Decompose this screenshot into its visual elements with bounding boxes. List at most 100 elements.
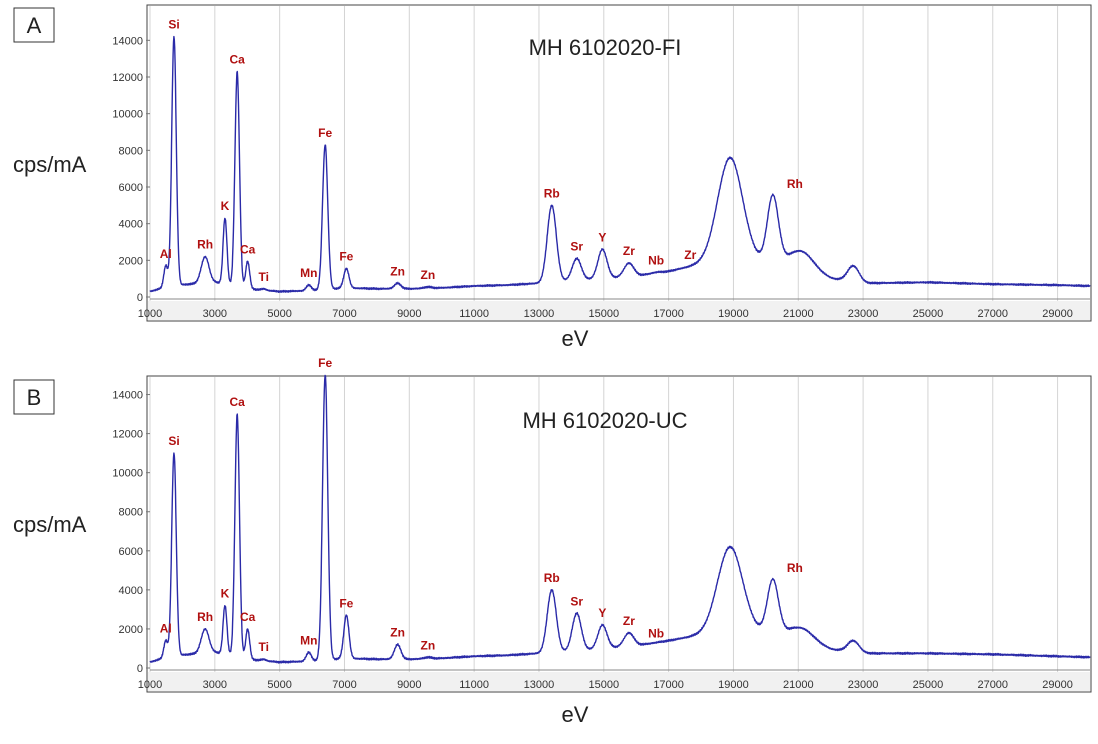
peak-label-si: Si — [168, 434, 179, 448]
y-tick-label: 12000 — [112, 429, 143, 441]
peak-label-ti: Ti — [259, 270, 269, 284]
peak-label-y: Y — [598, 230, 606, 244]
peak-label-fe: Fe — [339, 250, 353, 264]
peak-label-ca: Ca — [230, 395, 246, 409]
y-tick-label: 6000 — [119, 546, 143, 558]
plot-frame — [146, 4, 1092, 322]
x-axis-band — [148, 301, 1090, 320]
peak-label-al: Al — [160, 622, 172, 636]
peak-label-zr: Zr — [684, 248, 696, 262]
x-tick-label: 27000 — [977, 679, 1008, 691]
x-tick-label: 13000 — [524, 679, 555, 691]
peak-label-rh: Rh — [197, 610, 213, 624]
peak-label-zn: Zn — [390, 264, 405, 278]
panel-label: A — [27, 13, 42, 38]
y-tick-label: 6000 — [119, 182, 143, 194]
x-tick-label: 9000 — [397, 308, 421, 320]
x-tick-label: 1000 — [138, 679, 162, 691]
peak-label-ca: Ca — [240, 242, 256, 256]
y-tick-label: 2000 — [119, 255, 143, 267]
x-tick-label: 21000 — [783, 308, 814, 320]
peak-label-y: Y — [598, 606, 606, 620]
peak-label-fe: Fe — [339, 596, 353, 610]
plot-frame — [146, 375, 1092, 693]
peak-label-rb: Rb — [544, 186, 560, 200]
x-tick-label: 13000 — [524, 308, 555, 320]
x-tick-label: 3000 — [203, 308, 227, 320]
x-tick-label: 25000 — [913, 308, 944, 320]
x-tick-label: 17000 — [653, 308, 684, 320]
peak-label-zn: Zn — [390, 626, 405, 640]
peak-label-sr: Sr — [570, 594, 583, 608]
spectrum-line — [149, 35, 1091, 293]
y-axis-title: cps/mA — [13, 152, 87, 177]
peak-label-fe: Fe — [318, 126, 332, 140]
x-tick-label: 27000 — [977, 308, 1008, 320]
peak-label-rh: Rh — [197, 238, 213, 252]
peak-label-k: K — [221, 199, 230, 213]
y-tick-label: 4000 — [119, 585, 143, 597]
peak-label-ti: Ti — [259, 640, 269, 654]
x-tick-label: 15000 — [588, 679, 619, 691]
peak-label-fe: Fe — [318, 356, 332, 370]
y-tick-label: 10000 — [112, 468, 143, 480]
x-tick-label: 5000 — [267, 308, 291, 320]
panel-label: B — [27, 385, 42, 410]
peak-label-mn: Mn — [300, 633, 317, 647]
x-axis-title: eV — [562, 326, 589, 351]
y-tick-label: 12000 — [112, 72, 143, 84]
x-tick-label: 3000 — [203, 679, 227, 691]
peak-label-rb: Rb — [544, 571, 560, 585]
y-tick-label: 0 — [137, 663, 143, 675]
x-tick-label: 7000 — [332, 308, 356, 320]
x-tick-label: 5000 — [267, 679, 291, 691]
y-tick-label: 2000 — [119, 624, 143, 636]
chart-panel-a: A 1000 3000 5000 7000 9000 11000 13000 15000 1700… — [13, 4, 1092, 351]
y-tick-label: 10000 — [112, 109, 143, 121]
y-tick-label: 14000 — [112, 35, 143, 47]
x-tick-label: 29000 — [1042, 679, 1073, 691]
peak-label-k: K — [221, 586, 230, 600]
spectrum-line — [149, 374, 1091, 664]
x-tick-label: 17000 — [653, 679, 684, 691]
x-tick-label: 1000 — [138, 308, 162, 320]
y-tick-label: 14000 — [112, 390, 143, 402]
x-tick-label: 15000 — [588, 308, 619, 320]
peak-label-zn: Zn — [421, 638, 436, 652]
x-tick-label: 19000 — [718, 679, 749, 691]
chart-title: MH 6102020-FI — [529, 35, 682, 60]
x-tick-label: 11000 — [459, 308, 489, 320]
peak-label-sr: Sr — [570, 240, 583, 254]
y-tick-label: 8000 — [119, 507, 143, 519]
peak-label-mn: Mn — [300, 266, 317, 280]
chart-panel-b: B 1000 3000 5000 7000 9000 11000 13000 15000 1700… — [13, 356, 1092, 727]
x-tick-label: 21000 — [783, 679, 814, 691]
x-tick-label: 9000 — [397, 679, 421, 691]
x-tick-label: 25000 — [913, 679, 944, 691]
y-axis-title: cps/mA — [13, 512, 87, 537]
panel-label-box — [13, 379, 55, 415]
peak-label-ca: Ca — [240, 610, 256, 624]
x-tick-label: 29000 — [1042, 308, 1073, 320]
peak-label-zr: Zr — [623, 244, 635, 258]
x-tick-label: 7000 — [332, 679, 356, 691]
y-tick-label: 4000 — [119, 219, 143, 231]
peak-label-zn: Zn — [421, 268, 436, 282]
peak-label-nb: Nb — [648, 253, 664, 267]
peak-label-al: Al — [160, 247, 172, 261]
peak-label-rh: Rh — [787, 561, 803, 575]
x-tick-label: 19000 — [718, 308, 749, 320]
x-tick-label: 11000 — [459, 679, 489, 691]
peak-label-nb: Nb — [648, 627, 664, 641]
peak-label-rh: Rh — [787, 177, 803, 191]
x-axis-title: eV — [562, 702, 589, 727]
y-tick-label: 0 — [137, 292, 143, 304]
x-tick-label: 23000 — [848, 308, 879, 320]
x-axis-band — [148, 672, 1090, 691]
peak-label-zr: Zr — [623, 614, 635, 628]
peak-label-ca: Ca — [230, 53, 246, 67]
chart-title: MH 6102020-UC — [522, 408, 687, 433]
y-tick-label: 8000 — [119, 145, 143, 157]
panel-label-box — [13, 7, 55, 43]
